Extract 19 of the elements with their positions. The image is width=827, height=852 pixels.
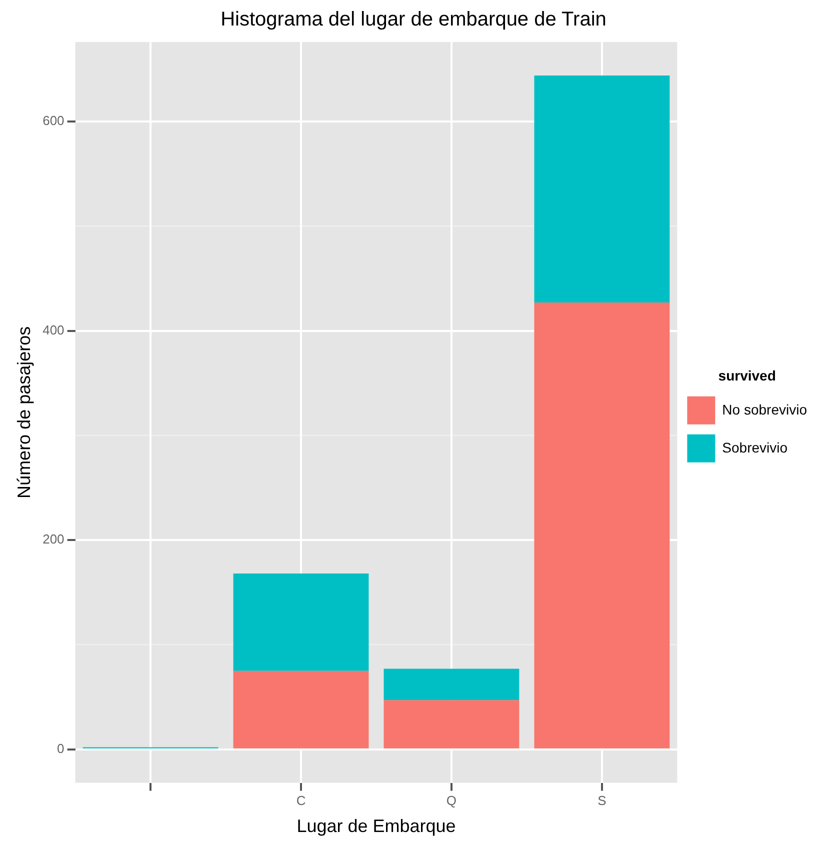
bar (233, 574, 369, 671)
x-tick-label: C (296, 793, 306, 808)
legend-label: No sobrevivio (722, 401, 808, 418)
x-tick-label: Q (446, 793, 457, 808)
y-tick-label: 400 (42, 322, 64, 338)
bar (384, 668, 520, 700)
bar (534, 75, 670, 303)
y-tick-label: 200 (42, 532, 64, 547)
legend-label: Sobrevivio (722, 439, 788, 456)
bar (534, 302, 670, 748)
y-tick-label: 0 (57, 740, 64, 756)
bar (384, 700, 520, 748)
chart-title: Histograma del lugar de embarque de Train (220, 8, 606, 31)
x-tick-label: S (598, 793, 607, 808)
bar (233, 670, 369, 748)
legend-title: survived (718, 367, 776, 384)
y-axis-title: Número de pasajeros (14, 326, 34, 498)
y-tick-label: 600 (42, 113, 64, 128)
x-axis-title: Lugar de Embarque (296, 816, 456, 836)
